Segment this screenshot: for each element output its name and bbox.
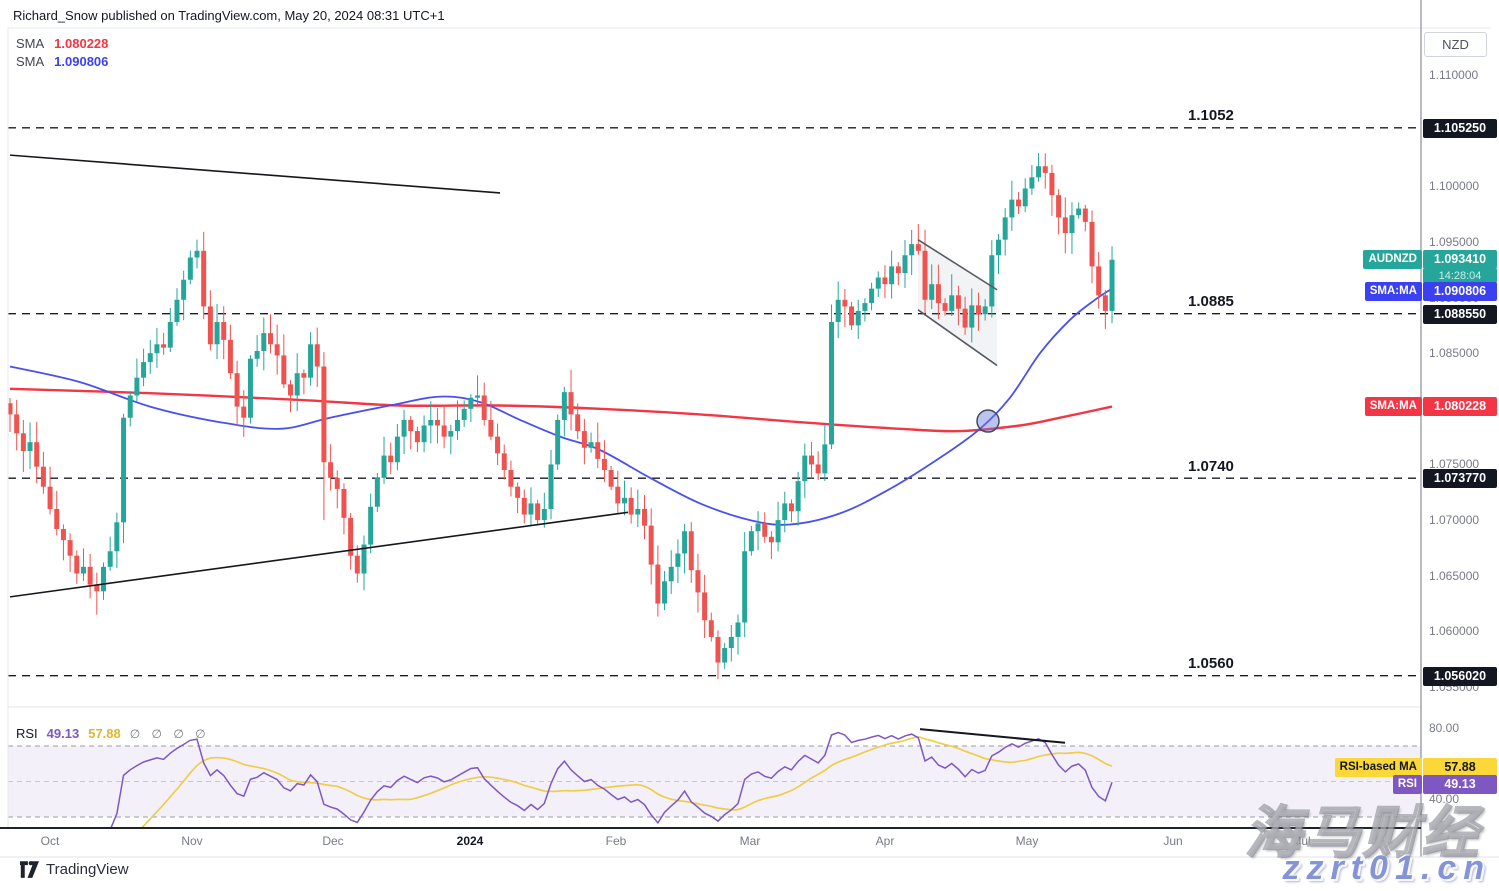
trendline[interactable] [9, 511, 629, 598]
rsi-trendline[interactable] [919, 728, 1066, 744]
level-price-label-value: 1.088550 [1423, 304, 1497, 324]
rsi-axis-label-value: 57.88 [1423, 757, 1497, 777]
ma-legend-row[interactable]: SMA 1.080228 [16, 34, 108, 52]
price-axis-tick: 1.110000 [1423, 67, 1496, 83]
candlestick-series[interactable] [8, 152, 1115, 680]
ma-legend-label: SMA [16, 35, 45, 51]
rsi-ma-line[interactable] [43, 736, 1113, 856]
time-axis-label: Mar [739, 834, 761, 848]
price-axis-tick: 1.085000 [1423, 345, 1496, 361]
rsi-axis-label[interactable]: RSI-based MA 57.88 [1334, 757, 1497, 777]
price-level-annotation[interactable]: 1.0560 [1188, 655, 1234, 672]
last-price-label-tag: AUDNZD [1363, 249, 1422, 269]
level-price-label-value: 1.105250 [1423, 118, 1497, 138]
time-axis-label: May [1015, 834, 1039, 848]
sma-price-label-tag: SMA:MA [1364, 396, 1422, 416]
indicator-legend: SMA 1.080228 SMA 1.090806 [16, 34, 108, 70]
level-price-label[interactable]: 1.105250 [1423, 118, 1497, 138]
price-level-annotation[interactable]: 1.0740 [1188, 458, 1234, 475]
price-level-annotation[interactable]: 1.1052 [1188, 107, 1234, 124]
rsi-axis-label-tag: RSI [1392, 774, 1422, 794]
rsi-legend-title: RSI [16, 726, 38, 741]
level-price-label[interactable]: 1.073770 [1423, 468, 1497, 488]
ma-legend-label: SMA [16, 53, 45, 69]
time-axis-label: 2024 [456, 834, 484, 848]
tradingview-brand-text: TradingView [46, 861, 129, 878]
level-price-label-value: 1.073770 [1423, 468, 1497, 488]
price-axis-tick: 1.060000 [1423, 623, 1496, 639]
sma-slow-line[interactable] [9, 387, 1113, 433]
ma-legend-row[interactable]: SMA 1.090806 [16, 52, 108, 70]
time-axis-label: Nov [181, 834, 203, 848]
time-axis-label: Feb [605, 834, 627, 848]
ma-legend-value: 1.080228 [54, 35, 109, 51]
price-level-annotation[interactable]: 1.0885 [1188, 293, 1234, 310]
rsi-axis-label-value: 49.13 [1423, 774, 1497, 794]
price-axis-tick: 1.075000 [1423, 456, 1496, 472]
flag-pattern-line[interactable] [917, 239, 998, 291]
publish-byline: Richard_Snow published on TradingView.co… [13, 8, 445, 23]
sma-price-label-value: 1.090806 [1423, 281, 1497, 301]
rsi-axis-label-tag: RSI-based MA [1334, 757, 1422, 777]
rsi-line[interactable] [23, 731, 1113, 871]
watermark-cjk: 海马财经 [1244, 800, 1481, 865]
countdown-timer: 14:28:04 [1423, 268, 1497, 283]
chart-panes [8, 127, 1421, 871]
last-price-label-value: 1.093410 [1423, 249, 1497, 269]
level-price-label[interactable]: 1.088550 [1423, 304, 1497, 324]
tradingview-logo-icon [20, 861, 39, 878]
sma-fast-line[interactable] [9, 287, 1113, 526]
rsi-legend[interactable]: RSI 49.13 57.88 ∅ ∅ ∅ ∅ [16, 726, 210, 741]
sma-price-label-value: 1.080228 [1423, 396, 1497, 416]
currency-toggle-button[interactable]: NZD [1424, 32, 1487, 57]
rsi-axis-label[interactable]: RSI 49.13 [1392, 774, 1497, 794]
time-axis-label: Jun [1163, 834, 1183, 848]
level-price-label-value: 1.056020 [1423, 666, 1497, 686]
ma-crossover-marker[interactable] [976, 409, 1000, 433]
price-axis-tick: 1.065000 [1423, 568, 1496, 584]
price-axis-tick: 1.070000 [1423, 512, 1496, 528]
sma-price-label-tag: SMA:MA [1364, 281, 1422, 301]
flag-pattern-line[interactable] [917, 309, 998, 367]
sma-price-label[interactable]: SMA:MA 1.090806 [1364, 281, 1497, 301]
sma-price-label[interactable]: SMA:MA 1.080228 [1364, 396, 1497, 416]
trendline[interactable] [9, 154, 501, 194]
time-axis-label: Jul [1295, 834, 1311, 848]
rsi-legend-params: ∅ ∅ ∅ ∅ [129, 726, 210, 741]
last-price-label[interactable]: AUDNZD 1.093410 [1363, 249, 1497, 269]
rsi-legend-value: 49.13 [46, 726, 80, 741]
time-axis-label: Oct [40, 834, 60, 848]
price-axis-tick: 80.00 [1423, 720, 1496, 736]
watermark-url: zzrt01.cn [1282, 849, 1491, 887]
price-axis-tick: 40.00 [1423, 791, 1496, 807]
time-axis-label: Dec [322, 834, 344, 848]
time-axis-label: Apr [875, 834, 895, 848]
ma-legend-value: 1.090806 [54, 53, 109, 69]
price-axis-tick: 1.095000 [1423, 234, 1496, 250]
price-axis-tick: 1.100000 [1423, 178, 1496, 194]
tradingview-attribution[interactable]: TradingView [20, 861, 129, 878]
rsi-ma-legend-value: 57.88 [88, 726, 121, 741]
level-price-label[interactable]: 1.056020 [1423, 666, 1497, 686]
